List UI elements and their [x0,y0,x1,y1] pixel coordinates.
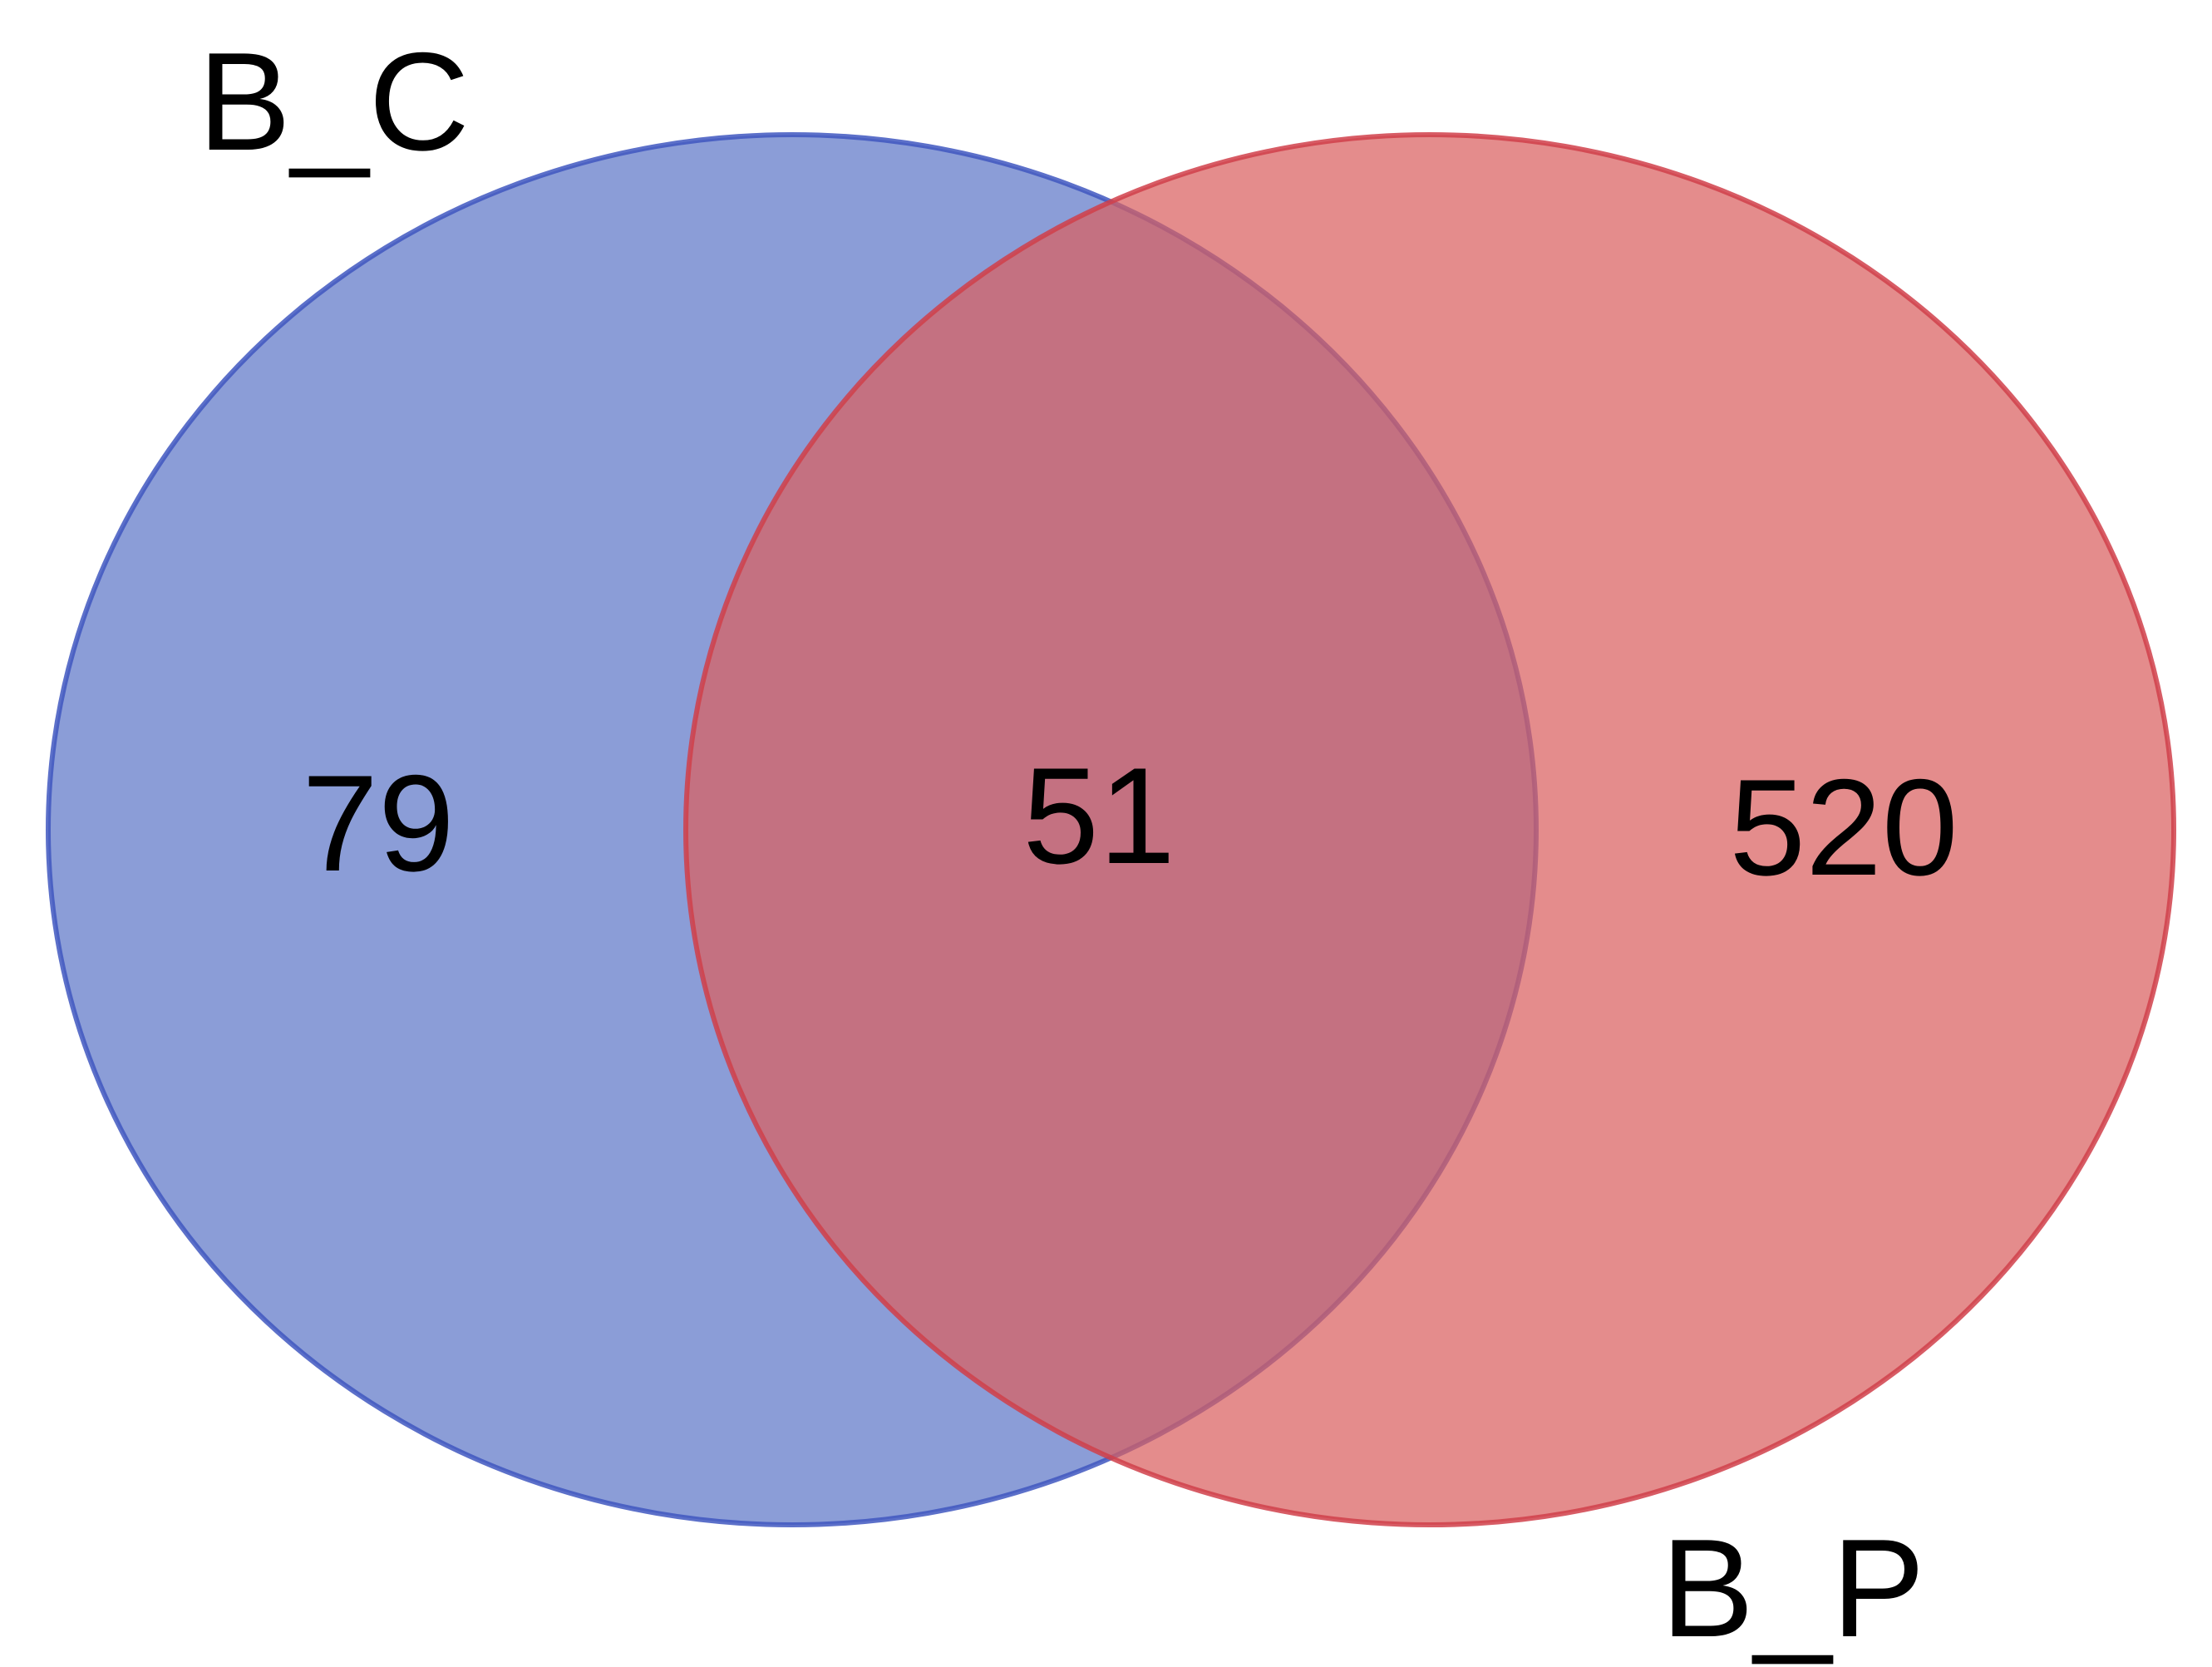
count-intersection: 51 [1022,739,1175,892]
set-label-b-c: B_C [198,23,470,180]
set-label-b-p: B_P [1661,1510,1925,1666]
count-b-c-only: 79 [302,747,455,900]
count-b-p-only: 520 [1729,751,1958,904]
set-b-p-circle [683,132,2176,1527]
